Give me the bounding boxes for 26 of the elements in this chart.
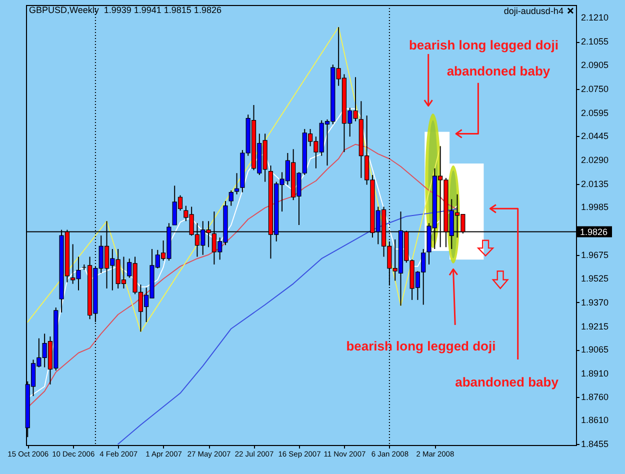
y-tick-label: 2.1055	[581, 36, 609, 47]
y-tick-label: 2.0595	[581, 108, 609, 118]
annotation: abandoned baby	[446, 64, 550, 79]
y-tick-label: 1.8455	[581, 439, 609, 450]
annotation: doji-audusd-h4	[504, 6, 564, 16]
candlestick	[228, 190, 234, 206]
annotation: bearish long legged doji	[346, 338, 496, 354]
y-tick-label: 2.0135	[581, 178, 609, 189]
y-tick-label: 1.8760	[581, 392, 609, 402]
y-tick-label: 1.9215	[581, 321, 609, 332]
y-tick-label: 1.9525	[581, 273, 609, 284]
y-tick-label: 1.8610	[581, 415, 609, 426]
y-tick-label: 1.9370	[581, 297, 609, 308]
y-tick-label: 2.0750	[581, 84, 609, 94]
y-tick-label: 2.1210	[581, 12, 609, 23]
y-tick-label: 2.0445	[581, 130, 609, 141]
y-tick-label: 1.9065	[581, 344, 609, 355]
y-tick-label: 1.9675	[581, 250, 609, 260]
y-tick-label: 1.9985	[581, 202, 609, 212]
chart-title: GBPUSD,Weekly 1.9939 1.9941 1.9815 1.9826	[29, 5, 222, 15]
y-tick-label: 1.8910	[581, 368, 609, 379]
y-tick-label: 2.0290	[581, 154, 609, 165]
ref-line-label: 1.9826	[580, 226, 608, 237]
annotation: bearish long legged doji	[408, 38, 558, 53]
y-tick-label: 2.0905	[581, 60, 609, 70]
annotation: abandoned baby	[455, 374, 558, 390]
